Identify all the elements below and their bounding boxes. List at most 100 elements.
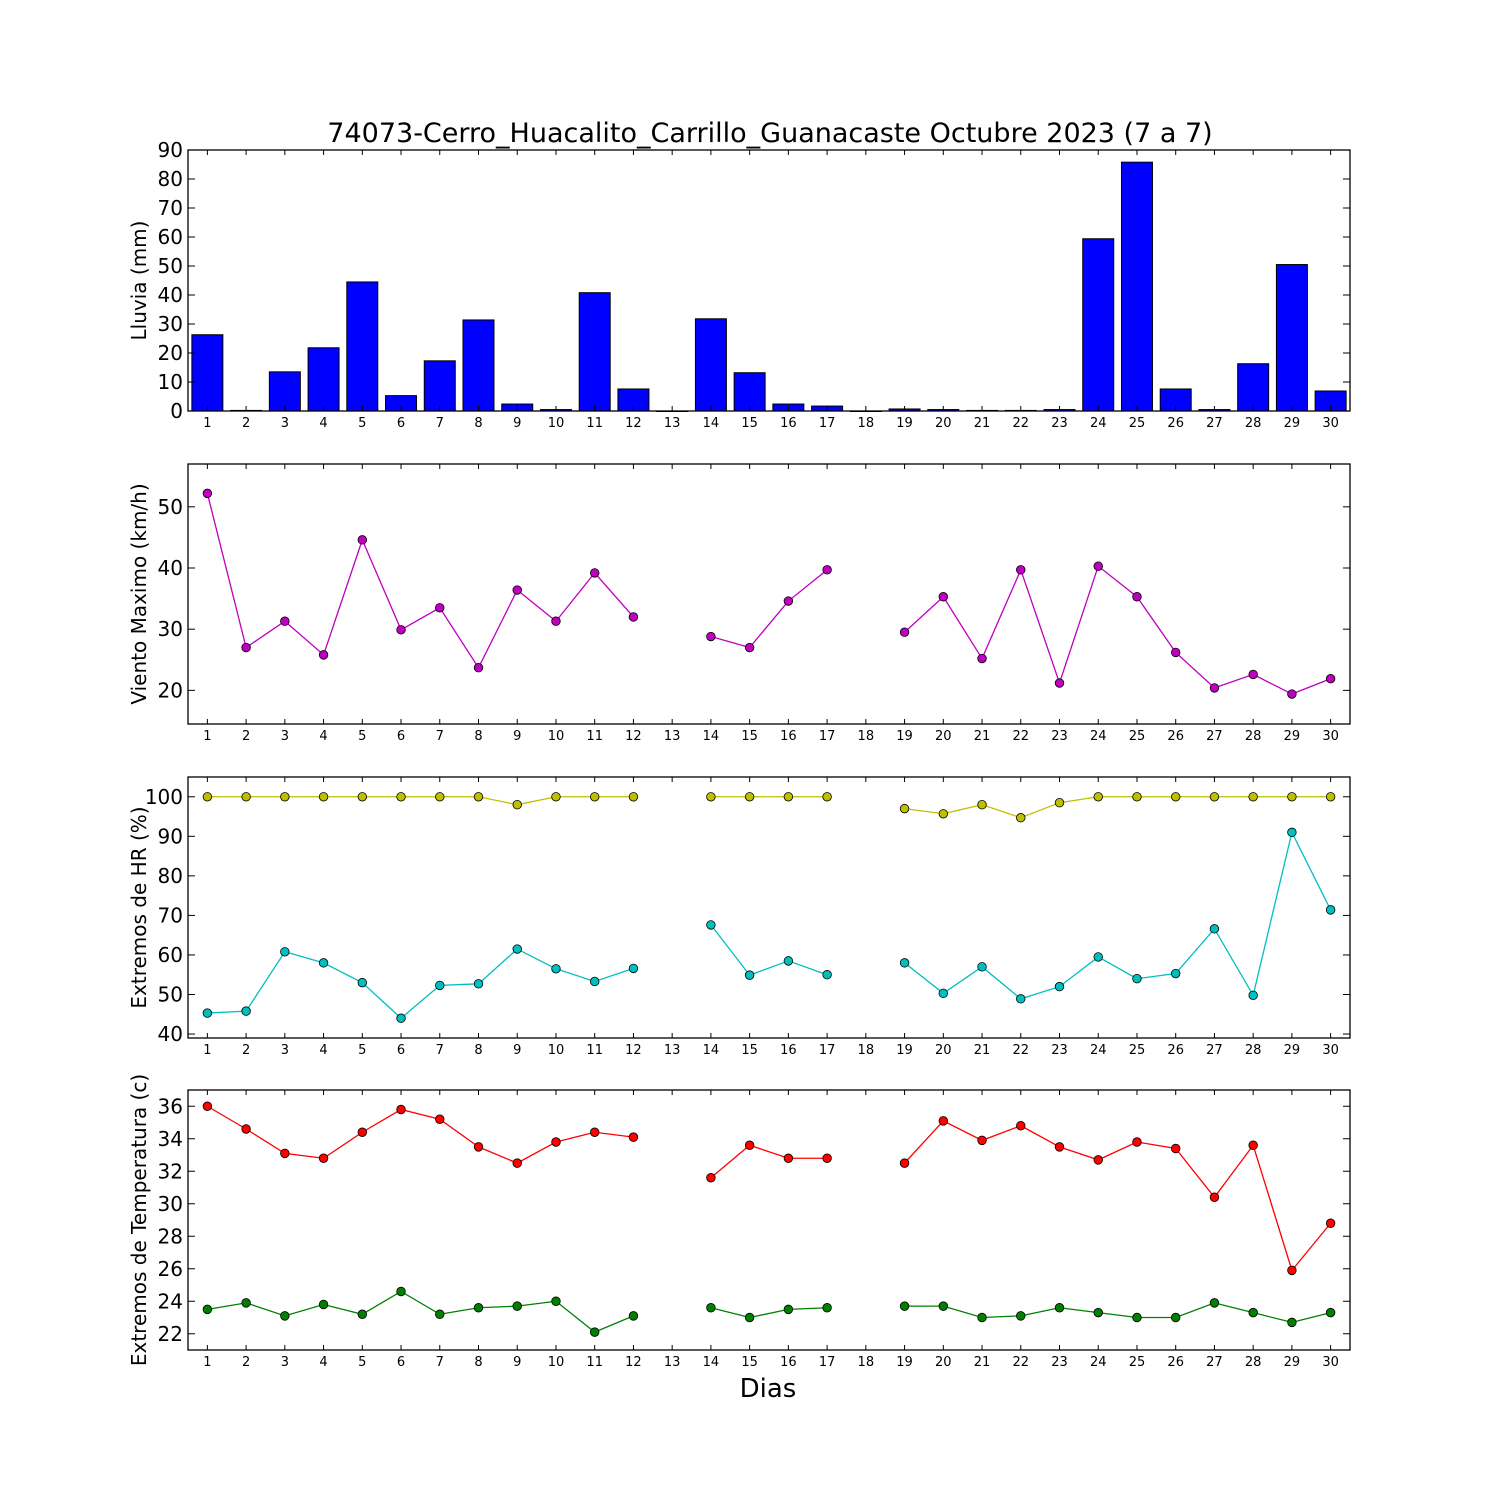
x-tick-label: 8 xyxy=(474,1043,482,1058)
y-tick-label: 80 xyxy=(158,167,183,191)
y-axis-label: Viento Maximo (km/h) xyxy=(127,483,151,704)
series-1-line xyxy=(710,569,828,649)
x-tick-label: 28 xyxy=(1245,729,1262,744)
x-tick-label: 24 xyxy=(1090,729,1107,744)
series-2-point-day-23 xyxy=(1054,981,1065,992)
x-tick-label: 19 xyxy=(896,1355,913,1370)
series-1-point-day-8 xyxy=(473,1142,484,1152)
series-2-point-day-2 xyxy=(241,1006,251,1016)
series-2-point-day-17 xyxy=(822,1303,832,1313)
series-1-line xyxy=(207,796,634,806)
x-tick-label: 3 xyxy=(281,1043,289,1058)
x-tick-label: 3 xyxy=(281,1355,289,1370)
x-tick-label: 20 xyxy=(935,729,952,744)
x-tick-label: 12 xyxy=(625,729,642,744)
x-tick-label: 29 xyxy=(1284,1043,1301,1058)
series-2-point-day-8 xyxy=(473,1303,484,1313)
x-tick-label: 1 xyxy=(203,729,211,744)
x-tick-label: 28 xyxy=(1245,416,1262,431)
series-2-point-day-29 xyxy=(1287,1317,1297,1328)
series-2-point-day-7 xyxy=(435,1309,445,1319)
y-tick-label: 10 xyxy=(158,370,183,394)
series-1-point-day-20 xyxy=(938,1116,949,1126)
series-2-point-day-19 xyxy=(899,958,910,968)
x-tick-label: 9 xyxy=(513,1043,521,1058)
series-1-line xyxy=(904,796,1331,819)
x-tick-label: 10 xyxy=(548,729,565,744)
bar-day-11 xyxy=(578,292,611,412)
series-1-point-day-14 xyxy=(706,631,716,642)
x-tick-label: 10 xyxy=(548,1355,565,1370)
x-tick-label: 21 xyxy=(974,729,991,744)
series-2-point-day-26 xyxy=(1170,1312,1181,1323)
series-2-point-day-30 xyxy=(1325,905,1336,915)
series-1-point-day-1 xyxy=(202,488,213,499)
series-1-point-day-4 xyxy=(318,650,329,660)
x-tick-label: 19 xyxy=(896,729,913,744)
x-tick-label: 8 xyxy=(474,1355,482,1370)
x-tick-label: 28 xyxy=(1245,1043,1262,1058)
series-2-point-day-8 xyxy=(473,979,484,989)
bar-day-25 xyxy=(1120,161,1153,412)
series-1-point-day-27 xyxy=(1209,683,1220,693)
series-2-point-day-5 xyxy=(357,1309,368,1319)
series-1-point-day-19 xyxy=(899,803,910,814)
x-tick-label: 6 xyxy=(397,1043,405,1058)
series-1-point-day-21 xyxy=(977,1135,987,1146)
x-tick-label: 11 xyxy=(586,1355,603,1370)
x-tick-label: 29 xyxy=(1284,729,1301,744)
x-tick-label: 24 xyxy=(1090,1355,1107,1370)
series-1-point-day-9 xyxy=(512,585,522,595)
x-tick-label: 23 xyxy=(1051,1355,1068,1370)
y-axis-label: Extremos de HR (%) xyxy=(127,806,151,1008)
series-1-point-day-6 xyxy=(396,625,406,635)
y-tick-label: 30 xyxy=(158,312,183,336)
x-tick-label: 17 xyxy=(819,729,836,744)
series-1-point-day-22 xyxy=(1016,565,1026,575)
x-tick-label: 3 xyxy=(281,729,289,744)
series-1-point-day-8 xyxy=(473,663,484,673)
series-1-point-day-9 xyxy=(512,1158,522,1168)
x-tick-label: 1 xyxy=(203,1043,211,1058)
x-tick-label: 17 xyxy=(819,416,836,431)
x-tick-label: 3 xyxy=(281,416,289,431)
x-tick-label: 5 xyxy=(358,729,366,744)
series-2-point-day-27 xyxy=(1209,1298,1220,1308)
series-2-point-day-25 xyxy=(1132,973,1142,984)
series-2-point-day-7 xyxy=(435,980,445,991)
y-tick-label: 32 xyxy=(158,1159,183,1183)
x-tick-label: 22 xyxy=(1012,1043,1029,1058)
plot-frame xyxy=(187,463,1351,725)
series-2-point-day-26 xyxy=(1170,968,1181,979)
x-tick-label: 27 xyxy=(1206,1355,1223,1370)
series-2-line xyxy=(710,1307,828,1319)
x-tick-label: 20 xyxy=(935,416,952,431)
x-tick-label: 27 xyxy=(1206,729,1223,744)
series-1-point-day-17 xyxy=(822,792,832,802)
series-2-point-day-28 xyxy=(1248,990,1258,1000)
series-1-point-day-10 xyxy=(551,792,561,802)
x-axis-label: Dias xyxy=(740,1374,797,1404)
x-tick-label: 14 xyxy=(703,1043,720,1058)
x-tick-label: 26 xyxy=(1167,1043,1184,1058)
y-tick-label: 24 xyxy=(158,1289,183,1313)
series-1-point-day-21 xyxy=(977,653,987,664)
series-1-point-day-29 xyxy=(1287,792,1297,802)
series-1-point-day-2 xyxy=(241,1124,251,1134)
x-tick-label: 22 xyxy=(1012,416,1029,431)
series-2-point-day-6 xyxy=(396,1286,406,1297)
series-2-point-day-1 xyxy=(202,1008,213,1018)
series-1-point-day-6 xyxy=(396,1104,406,1115)
x-tick-label: 8 xyxy=(474,729,482,744)
series-1-point-day-19 xyxy=(899,1158,910,1168)
x-tick-label: 1 xyxy=(203,416,211,431)
series-1-point-day-11 xyxy=(590,792,600,802)
series-2-point-day-4 xyxy=(318,958,329,968)
series-1-point-day-12 xyxy=(628,612,639,622)
series-2-point-day-2 xyxy=(241,1298,251,1308)
